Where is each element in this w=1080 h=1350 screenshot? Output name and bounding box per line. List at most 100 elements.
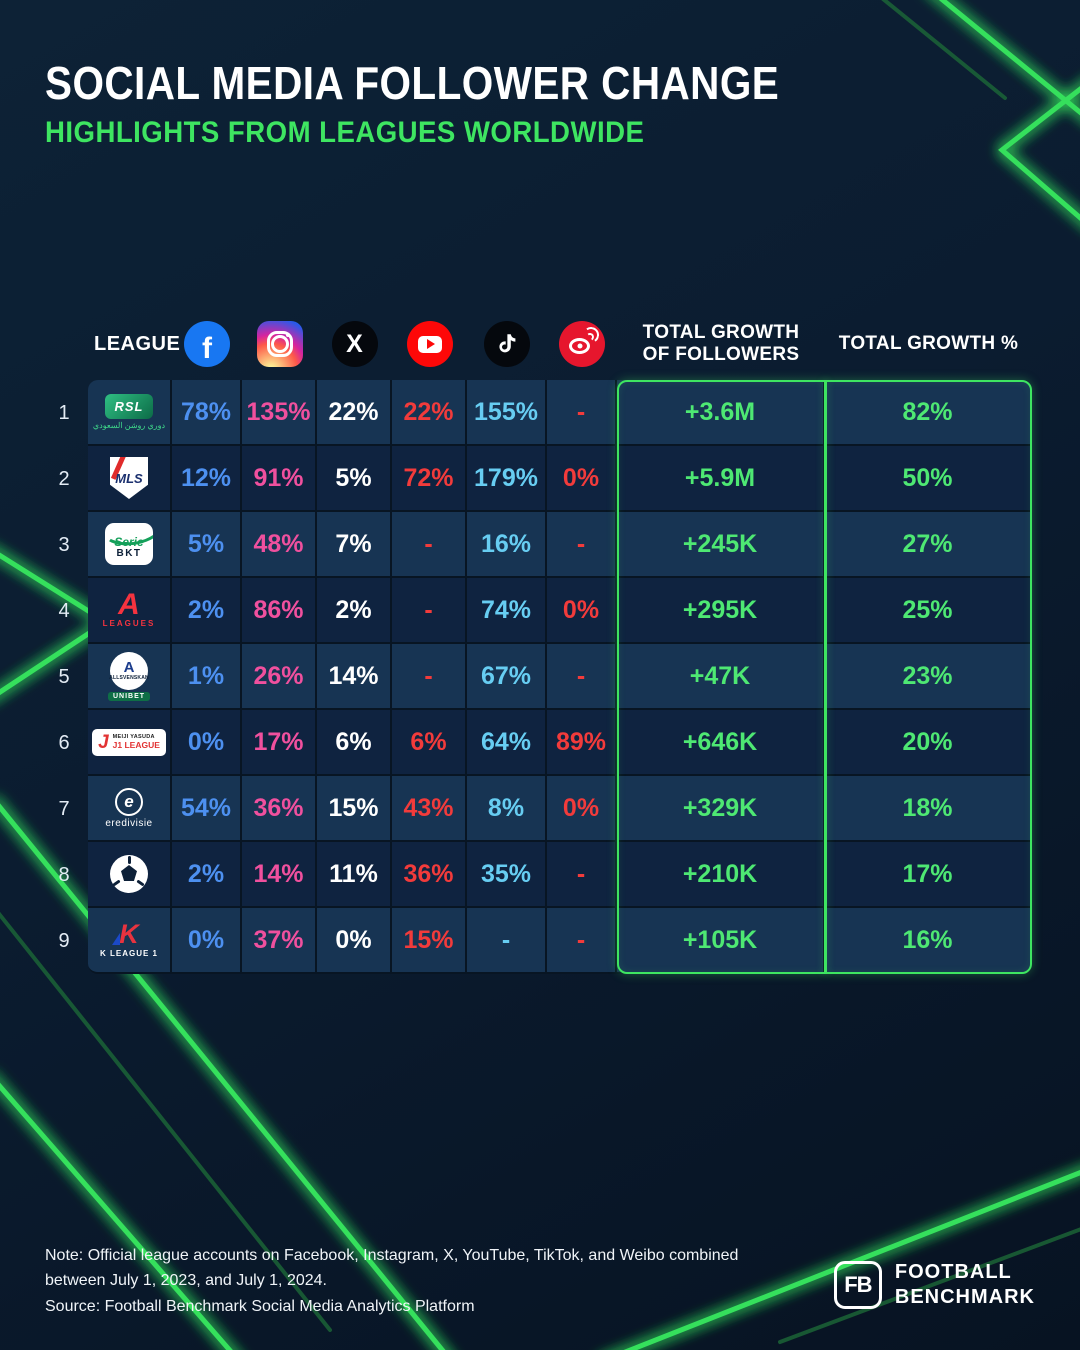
instagram-value: 37% xyxy=(242,908,317,974)
rank-label: 3 xyxy=(58,533,70,556)
total-growth-value: +295K xyxy=(617,578,825,644)
league-logo-roshn-saudi-league: RSL دوري روشن السعودي xyxy=(88,380,172,446)
table-row: 5 A ALLSVENSKAN UNIBET 1% 26% 14% - 67% -… xyxy=(40,644,1032,710)
facebook-value: 78% xyxy=(172,380,242,446)
total-growth-pct-value: 18% xyxy=(825,776,1032,842)
league-logo-a-leagues: A LEAGUES xyxy=(88,578,172,644)
youtube-value: 72% xyxy=(392,446,467,512)
total-growth-pct-value: 20% xyxy=(825,710,1032,776)
x-value: 15% xyxy=(317,776,392,842)
weibo-value: - xyxy=(547,644,617,710)
x-value: 5% xyxy=(317,446,392,512)
weibo-icon xyxy=(559,321,605,367)
table-row: 4 A LEAGUES 2% 86% 2% - 74% 0% +295K 25% xyxy=(40,578,1032,644)
tiktok-value: - xyxy=(467,908,547,974)
source-line: Source: Football Benchmark Social Media … xyxy=(45,1297,475,1315)
total-growth-pct-value: 25% xyxy=(825,578,1032,644)
weibo-value: 0% xyxy=(547,446,617,512)
youtube-value: - xyxy=(392,644,467,710)
page-subtitle: HIGHLIGHTS FROM LEAGUES WORLDWIDE xyxy=(45,116,645,149)
weibo-value: - xyxy=(547,842,617,908)
youtube-value: 22% xyxy=(392,380,467,446)
facebook-value: 5% xyxy=(172,512,242,578)
table-row: 1 RSL دوري روشن السعودي 78% 135% 22% 22% … xyxy=(40,380,1032,446)
table-row: 7 e eredivisie 54% 36% 15% 43% 8% 0% +329… xyxy=(40,776,1032,842)
x-value: 11% xyxy=(317,842,392,908)
x-value: 2% xyxy=(317,578,392,644)
table-header-row: LEAGUE f X TOTAL GROWTH OF FOLLOWERS xyxy=(40,308,1032,380)
tiktok-icon xyxy=(484,321,530,367)
total-growth-pct-header: TOTAL GROWTH % xyxy=(838,332,1019,354)
facebook-value: 2% xyxy=(172,578,242,644)
league-logo-ekstraklasa xyxy=(88,842,172,908)
instagram-value: 36% xyxy=(242,776,317,842)
instagram-value: 86% xyxy=(242,578,317,644)
tiktok-value: 67% xyxy=(467,644,547,710)
youtube-value: - xyxy=(392,578,467,644)
league-logo-eredivisie: e eredivisie xyxy=(88,776,172,842)
instagram-value: 14% xyxy=(242,842,317,908)
total-growth-pct-value: 16% xyxy=(825,908,1032,974)
youtube-value: 36% xyxy=(392,842,467,908)
total-growth-pct-value: 82% xyxy=(825,380,1032,446)
tiktok-value: 8% xyxy=(467,776,547,842)
instagram-value: 135% xyxy=(242,380,317,446)
brand-line-1: FOOTBALL xyxy=(894,1261,1012,1283)
page-title: SOCIAL MEDIA FOLLOWER CHANGE xyxy=(45,57,780,109)
facebook-value: 0% xyxy=(172,710,242,776)
weibo-value: 0% xyxy=(547,578,617,644)
x-value: 14% xyxy=(317,644,392,710)
instagram-value: 26% xyxy=(242,644,317,710)
weibo-value: - xyxy=(547,512,617,578)
league-logo-serie-b: Serie BKT xyxy=(88,512,172,578)
rank-label: 6 xyxy=(58,731,70,754)
facebook-value: 0% xyxy=(172,908,242,974)
x-value: 0% xyxy=(317,908,392,974)
x-value: 22% xyxy=(317,380,392,446)
total-growth-value: +646K xyxy=(617,710,825,776)
rank-label: 7 xyxy=(58,797,70,820)
tiktok-value: 16% xyxy=(467,512,547,578)
youtube-value: 6% xyxy=(392,710,467,776)
rank-label: 4 xyxy=(58,599,70,622)
weibo-value: 89% xyxy=(547,710,617,776)
total-growth-value: +5.9M xyxy=(617,446,825,512)
instagram-value: 17% xyxy=(242,710,317,776)
rank-label: 5 xyxy=(58,665,70,688)
x-icon: X xyxy=(331,321,378,367)
total-growth-value: +210K xyxy=(617,842,825,908)
youtube-value: - xyxy=(392,512,467,578)
facebook-value: 54% xyxy=(172,776,242,842)
facebook-icon: f xyxy=(184,321,230,367)
instagram-value: 48% xyxy=(242,512,317,578)
note-line-2: between July 1, 2023, and July 1, 2024. xyxy=(45,1272,327,1290)
total-growth-pct-value: 17% xyxy=(825,842,1032,908)
x-value: 7% xyxy=(317,512,392,578)
total-growth-header: TOTAL GROWTH OF FOLLOWERS xyxy=(642,321,800,365)
instagram-value: 91% xyxy=(242,446,317,512)
rank-label: 9 xyxy=(58,929,70,952)
table-row: 3 Serie BKT 5% 48% 7% - 16% - +245K 27% xyxy=(40,512,1032,578)
youtube-value: 15% xyxy=(392,908,467,974)
total-growth-value: +245K xyxy=(617,512,825,578)
table-row: 2 MLS 12% 91% 5% 72% 179% 0% +5.9M 50% xyxy=(40,446,1032,512)
facebook-value: 2% xyxy=(172,842,242,908)
table-row: 8 2% 14% 11% 36% 35% - +210K 17% xyxy=(40,842,1032,908)
rank-label: 2 xyxy=(58,467,70,490)
total-growth-value: +47K xyxy=(617,644,825,710)
table-row: 6 J MEIJI YASUDA J1 LEAGUE 0% 17% 6% 6% 6… xyxy=(40,710,1032,776)
football-benchmark-monogram-icon: FB xyxy=(833,1261,882,1309)
youtube-value: 43% xyxy=(392,776,467,842)
social-follower-table: LEAGUE f X TOTAL GROWTH OF FOLLOWERS xyxy=(40,308,1032,974)
league-logo-allsvenskan: A ALLSVENSKAN UNIBET xyxy=(88,644,172,710)
instagram-icon xyxy=(256,321,303,367)
tiktok-value: 155% xyxy=(467,380,547,446)
weibo-value: - xyxy=(547,908,617,974)
facebook-value: 1% xyxy=(172,644,242,710)
weibo-value: 0% xyxy=(547,776,617,842)
footer-note: Note: Official league accounts on Facebo… xyxy=(45,1243,738,1319)
total-growth-value: +105K xyxy=(617,908,825,974)
